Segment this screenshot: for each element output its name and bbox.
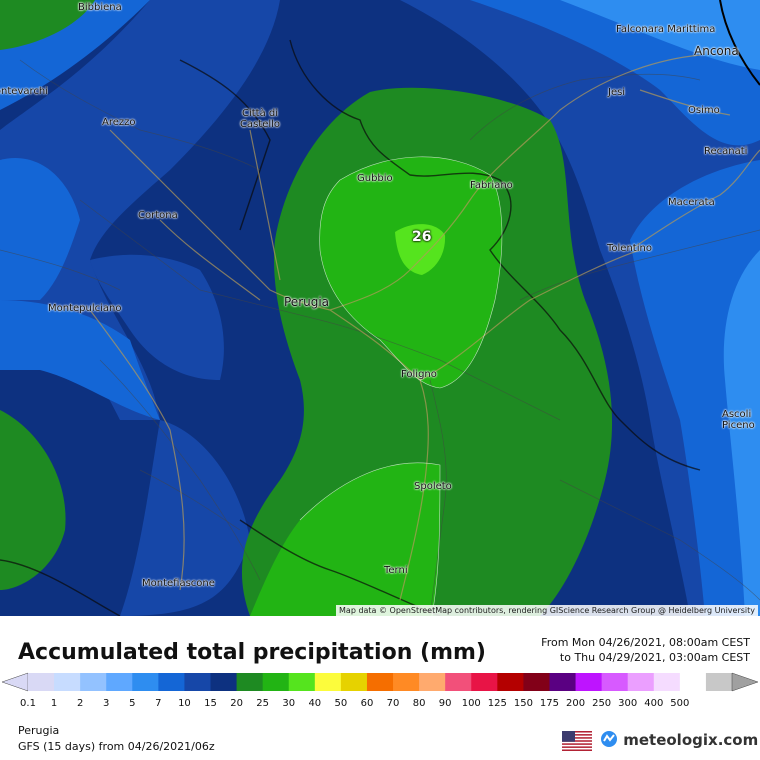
city-label: Montevarchi [0,86,48,97]
scale-swatch [158,673,185,691]
scale-tick-label: 60 [360,698,374,709]
city-label: Arezzo [102,117,136,128]
scale-tick-label: 40 [308,698,322,709]
scale-arrow-right [731,672,759,692]
city-label: Montefiascone [142,578,215,589]
city-label: Foligno [401,369,437,380]
city-label: Ancona [694,44,739,58]
scale-tick-label: 80 [412,698,426,709]
city-label: Bibbiena [78,2,122,13]
scale-swatch [54,673,81,691]
us-flag-icon[interactable] [562,731,592,751]
scale-tick-label: 25 [256,698,270,709]
scale-swatch [262,673,290,691]
scale-swatch [340,673,368,691]
city-label: Gubbio [357,173,393,184]
scale-swatch [393,673,420,691]
scale-tick-label: 70 [386,698,400,709]
meteologix-logo[interactable]: meteologix.com [600,730,758,749]
scale-tick-label: 300 [618,698,638,709]
city-label: Falconara Marittima [616,24,716,35]
max-value-label: 26 [412,229,432,245]
city-label: Fabriano [470,180,513,191]
scale-tick-label: 500 [670,698,690,709]
scale-tick-label: 200 [566,698,586,709]
scale-tick-label: 125 [487,698,507,709]
city-label: Cortona [138,210,178,221]
precipitation-map[interactable]: Bibbiena Falconara Marittima Ancona Mont… [0,0,760,616]
legend-panel: Accumulated total precipitation (mm) Fro… [0,616,760,760]
city-label: Macerata [668,197,715,208]
city-label: Città di Castello [239,108,281,130]
legend-period: From Mon 04/26/2021, 08:00am CEST to Thu… [541,635,750,665]
scale-tick-label: 175 [539,698,560,709]
scale-tick-label: 2 [76,698,84,709]
scale-swatch [184,673,212,691]
color-scale [1,672,759,692]
scale-swatch [106,673,133,691]
scale-tick-label: 50 [334,698,348,709]
scale-swatch [80,673,107,691]
scale-tick-label: 7 [155,698,162,709]
map-attribution: Map data © OpenStreetMap contributors, r… [336,605,758,616]
scale-tick-label: 15 [204,698,217,709]
location-name: Perugia [18,724,60,737]
logo-icon [601,731,617,747]
scale-arrow-left [1,672,29,692]
scale-swatch [601,673,629,691]
scale-swatch [132,673,159,691]
scale-swatch [445,673,472,691]
scale-tick-label: 1 [50,698,58,709]
scale-swatch [236,673,264,691]
legend-title: Accumulated total precipitation (mm) [18,640,486,665]
city-label: Jesi [608,87,626,98]
scale-swatch [28,673,55,691]
scale-swatch [575,673,603,691]
city-label: Osimo [688,105,720,116]
scale-swatch [366,673,394,691]
scale-tick-label: 3 [103,698,110,709]
brand-name: meteologix.com [623,731,759,749]
scale-swatch [419,673,446,691]
model-run: GFS (15 days) from 04/26/2021/06z [18,740,215,753]
scale-tick-label: 90 [438,698,452,709]
city-label: Terni [384,565,408,576]
city-label: Perugia [284,295,330,309]
city-label: Montepulciano [48,303,122,314]
scale-tick-label: 0.1 [20,698,36,709]
scale-swatch [653,673,681,691]
scale-tick-label: 30 [282,698,296,709]
city-label: Recanati [704,146,748,157]
scale-tick-label: 100 [461,698,481,709]
city-label: Tolentino [607,243,652,254]
scale-swatch [471,673,498,691]
scale-tick-label: 20 [230,698,243,709]
scale-swatch [523,673,550,691]
city-label: Ascoli Piceno [722,409,755,431]
scale-swatch [679,673,707,691]
scale-swatch [314,673,342,691]
scale-swatch [210,673,238,691]
scale-tick-label: 250 [592,698,612,709]
scale-tick-label: 150 [513,698,533,709]
scale-swatch [288,673,316,691]
scale-tick-label: 400 [644,698,664,709]
scale-tick-label: 5 [129,698,136,709]
scale-ticks: 0.1 1 2 3 5 7 10 15 20 25 30 40 50 60 70 80 90 100 125 150 1… [0,698,760,712]
scale-tick-label: 10 [178,698,191,709]
scale-swatch [497,673,524,691]
precipitation-field [0,0,760,616]
city-label: Spoleto [414,481,452,492]
scale-swatch [549,673,577,691]
scale-swatch [705,673,733,691]
period-from: From Mon 04/26/2021, 08:00am CEST [541,636,750,649]
period-to: to Thu 04/29/2021, 03:00am CEST [559,651,750,664]
scale-swatch [627,673,655,691]
